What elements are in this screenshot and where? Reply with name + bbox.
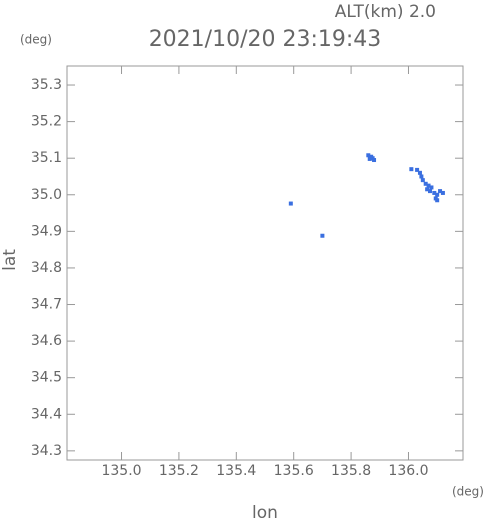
y-tick-label: 35.1 [31, 150, 62, 166]
y-tick-label: 34.6 [31, 333, 62, 349]
y-tick-label: 34.8 [31, 260, 62, 276]
y-tick-label: 34.9 [31, 223, 62, 239]
x-tick-label: 135.8 [331, 463, 371, 479]
echo-point [419, 174, 424, 179]
y-tick-label: 35.3 [31, 77, 62, 93]
echo-point [428, 189, 432, 194]
echo-point [425, 187, 430, 192]
echo-point [435, 198, 440, 203]
echo-point [367, 156, 372, 161]
echo-point [426, 183, 431, 188]
echo-point [415, 167, 420, 172]
x-tick-label: 135.2 [159, 463, 199, 479]
y-tick-label: 34.4 [31, 406, 62, 422]
y-tick-label: 34.7 [31, 297, 62, 313]
altitude-label: ALT(km) 2.0 [335, 2, 436, 22]
echo-point [366, 153, 371, 158]
x-tick-label: 135.4 [216, 463, 256, 479]
plot-frame [66, 65, 464, 461]
x-unit: (deg) [452, 485, 484, 499]
echo-point [409, 167, 414, 172]
y-tick-label: 35.0 [31, 187, 62, 203]
echo-point [288, 201, 293, 206]
echo-point [417, 170, 422, 175]
echo-point [432, 190, 437, 195]
echo-point [440, 190, 445, 195]
echo-point [423, 181, 428, 186]
x-axis-label: lon [252, 503, 278, 521]
y-tick-label: 34.5 [31, 370, 62, 386]
echo-point [429, 185, 434, 190]
y-unit: (deg) [20, 33, 52, 47]
echo-point [438, 189, 443, 194]
echo-point [435, 192, 440, 197]
chart-title: 2021/10/20 23:19:43 [149, 27, 382, 52]
x-tick-label: 135.6 [274, 463, 314, 479]
x-tick-label: 136.0 [388, 463, 428, 479]
echo-point [420, 178, 425, 183]
y-tick-label: 34.3 [31, 443, 62, 459]
y-axis-label: lat [0, 249, 20, 271]
echo-point [320, 233, 325, 238]
echo-point [372, 158, 377, 163]
y-tick-label: 35.2 [31, 114, 62, 130]
x-tick-label: 135.0 [101, 463, 141, 479]
